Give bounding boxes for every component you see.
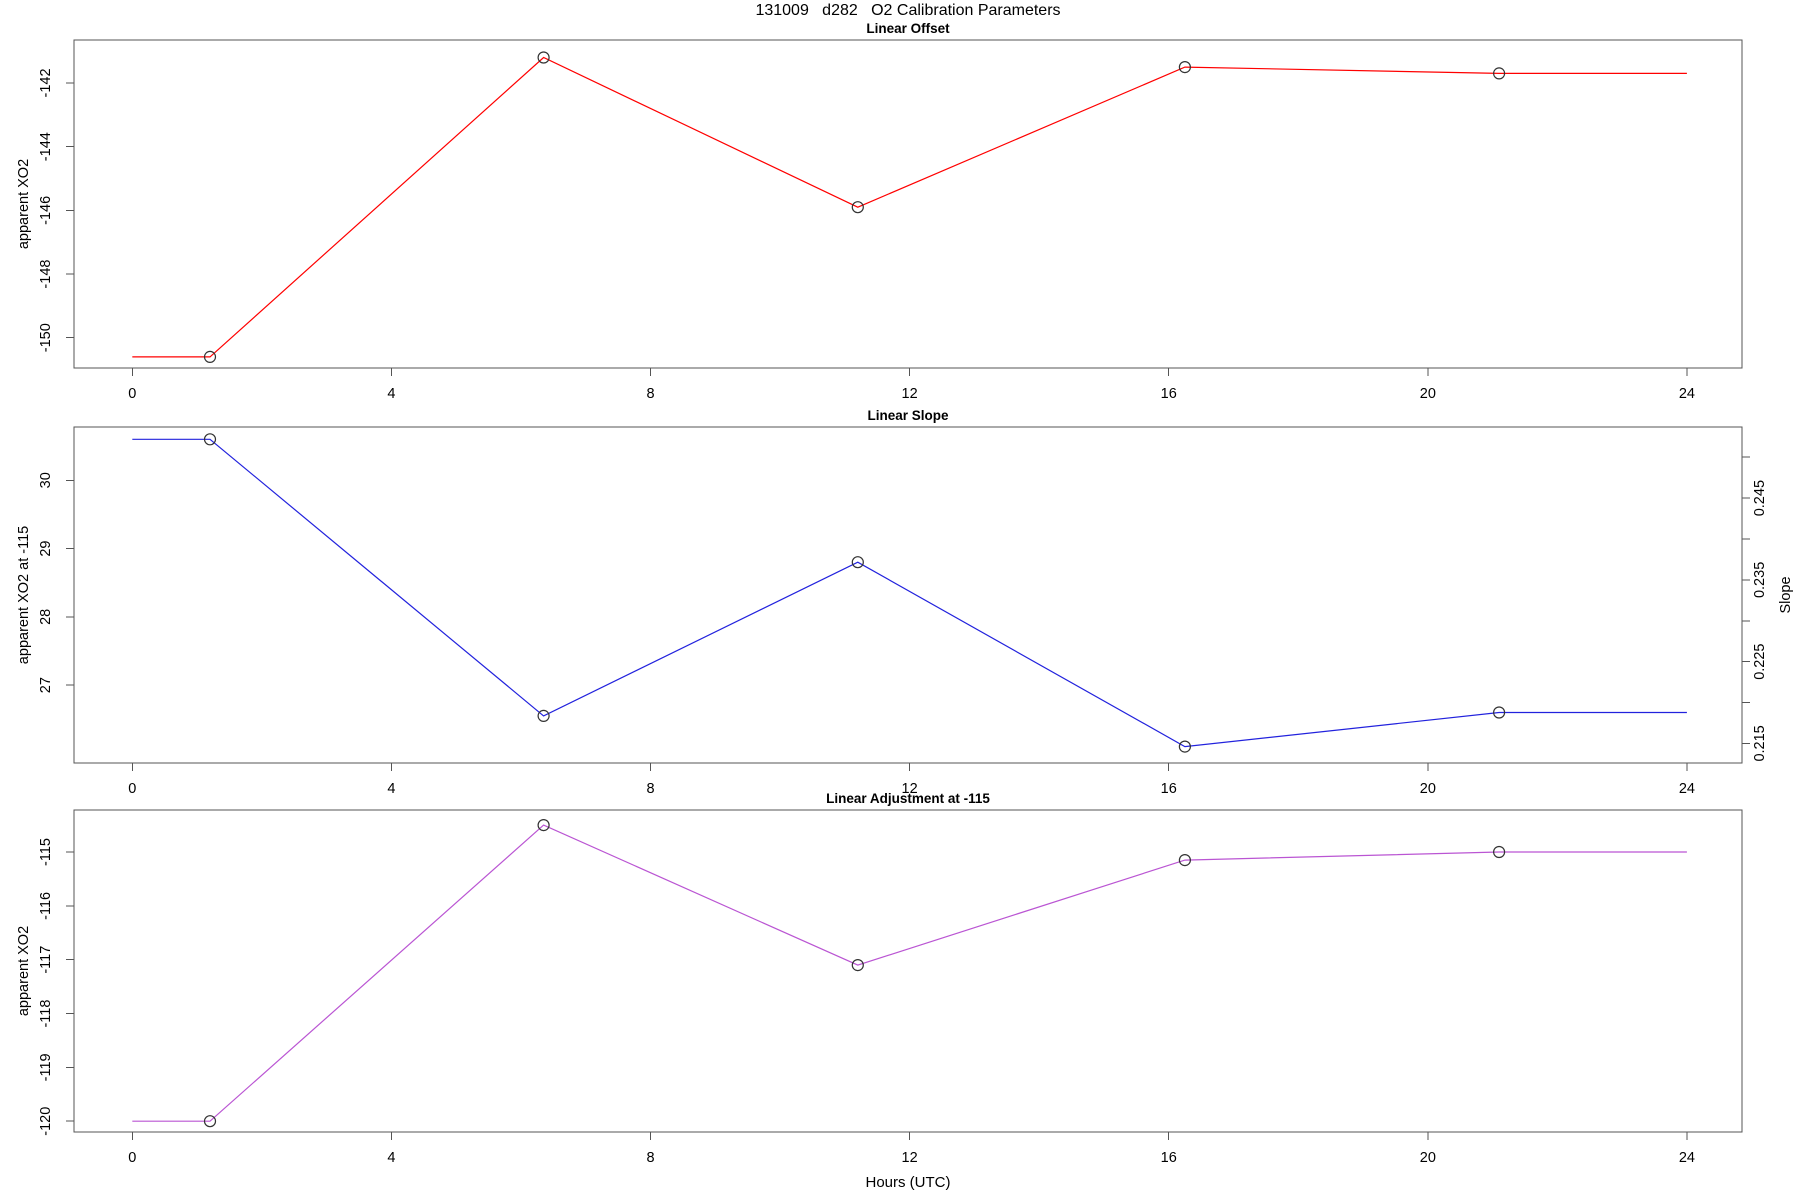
- right-axis-label: Slope: [1778, 576, 1794, 613]
- panel-title: Linear Offset: [866, 21, 950, 36]
- right-y-tick-label: 0.215: [1752, 725, 1768, 761]
- y-tick-label: -115: [38, 838, 54, 866]
- y-tick-label: -117: [38, 946, 54, 974]
- right-y-tick-label: 0.235: [1752, 562, 1768, 598]
- x-tick-label: 4: [387, 1150, 395, 1166]
- panel-title: Linear Slope: [867, 408, 949, 423]
- data-point-marker: [1178, 60, 1192, 74]
- data-point-marker: [1492, 845, 1506, 859]
- x-tick-label: 12: [902, 1150, 918, 1166]
- y-tick-label: 28: [38, 609, 54, 625]
- series-line: [132, 438, 1687, 748]
- x-tick-label: 24: [1679, 1150, 1695, 1166]
- data-point-marker: [203, 433, 217, 446]
- x-tick-label: 0: [128, 781, 136, 797]
- right-y-tick-label: 0.225: [1752, 643, 1768, 679]
- panel-box: [73, 426, 1743, 764]
- x-tick-label: 24: [1679, 781, 1695, 797]
- x-tick-label: 8: [646, 1150, 654, 1166]
- x-tick-label: 8: [646, 781, 654, 797]
- x-tick-label: 4: [387, 781, 395, 797]
- data-point-marker: [537, 51, 550, 64]
- data-point-marker: [1492, 67, 1506, 80]
- x-tick-label: 0: [128, 386, 136, 402]
- series-line: [132, 824, 1687, 1122]
- data-point-marker: [537, 818, 550, 832]
- x-tick-label: 12: [902, 386, 918, 402]
- data-point-marker: [537, 709, 550, 723]
- data-point-marker: [1178, 740, 1192, 753]
- y-tick-label: -116: [38, 892, 54, 920]
- y-tick-label: -148: [38, 260, 54, 289]
- data-point-marker: [203, 1115, 217, 1128]
- data-point-marker: [851, 201, 864, 214]
- y-tick-label: -146: [38, 196, 54, 225]
- figure-title: 131009 d282 O2 Calibration Parameters: [755, 2, 1061, 19]
- y-tick-label: -118: [38, 1000, 54, 1028]
- data-point-marker: [1178, 853, 1192, 867]
- data-point-marker: [1492, 706, 1506, 719]
- y-axis-label: apparent XO2: [16, 926, 32, 1016]
- series-line: [132, 56, 1687, 358]
- x-tick-label: 20: [1420, 386, 1436, 402]
- y-tick-label: -144: [38, 132, 54, 161]
- y-axis-label: apparent XO2 at -115: [16, 526, 32, 664]
- panel-box: [73, 809, 1743, 1133]
- y-tick-label: -120: [38, 1107, 54, 1136]
- y-tick-label: 27: [38, 677, 54, 693]
- x-tick-label: 24: [1679, 386, 1695, 402]
- y-tick-label: 30: [38, 472, 54, 488]
- y-axis-label: apparent XO2: [16, 159, 32, 249]
- x-tick-label: 20: [1420, 1150, 1436, 1166]
- panel-title: Linear Adjustment at -115: [826, 791, 990, 806]
- x-tick-label: 16: [1161, 386, 1177, 402]
- x-axis-label: Hours (UTC): [866, 1174, 951, 1191]
- x-tick-label: 0: [128, 1150, 136, 1166]
- x-tick-label: 16: [1161, 781, 1177, 797]
- x-tick-label: 20: [1420, 781, 1436, 797]
- panel-box: [73, 39, 1743, 369]
- data-point-marker: [851, 556, 864, 569]
- y-tick-label: 29: [38, 540, 54, 556]
- right-y-tick-label: 0.245: [1752, 480, 1768, 516]
- y-tick-label: -142: [38, 68, 54, 97]
- x-tick-label: 12: [902, 781, 918, 797]
- y-tick-label: -150: [38, 323, 54, 352]
- x-tick-label: 16: [1161, 1150, 1177, 1166]
- data-point-marker: [203, 350, 217, 363]
- x-tick-label: 4: [387, 386, 395, 402]
- y-tick-label: -119: [38, 1053, 54, 1081]
- x-tick-label: 8: [646, 386, 654, 402]
- data-point-marker: [851, 958, 864, 972]
